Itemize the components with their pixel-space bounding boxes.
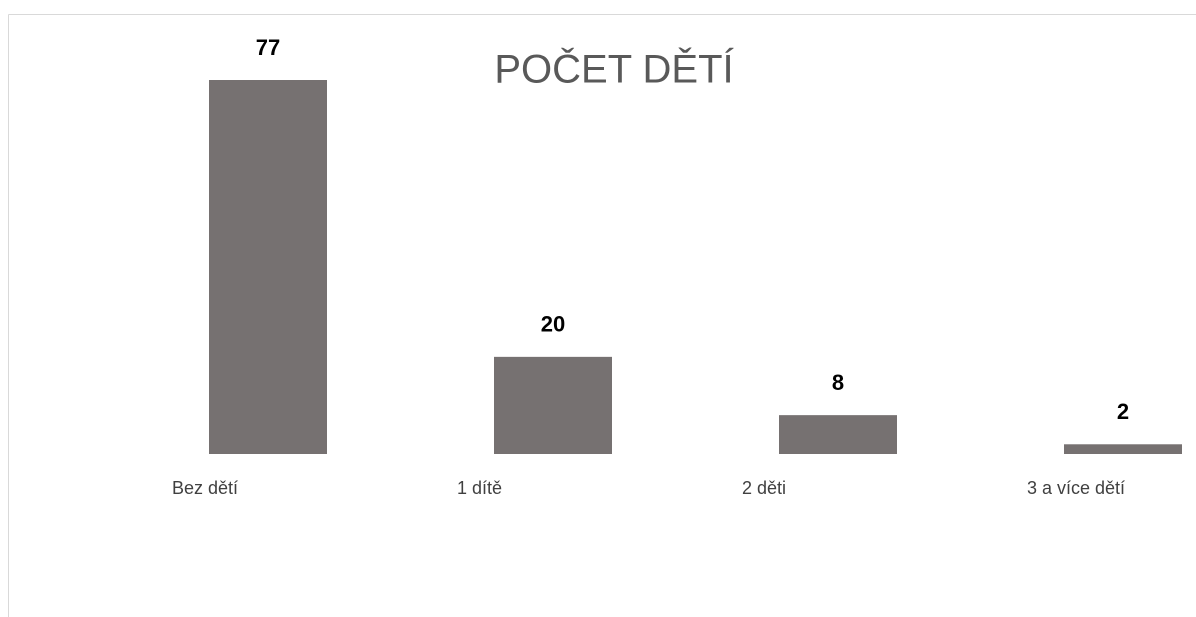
bar — [779, 415, 897, 454]
x-tick-label: Bez dětí — [172, 478, 238, 498]
data-label: 20 — [541, 312, 565, 337]
data-label: 8 — [832, 370, 844, 395]
bar — [494, 356, 612, 454]
bar — [209, 80, 327, 454]
bar — [1064, 444, 1182, 454]
x-tick-label: 2 děti — [742, 478, 786, 498]
x-tick-label: 1 dítě — [457, 478, 502, 498]
data-label: 2 — [1117, 399, 1129, 424]
x-tick-label: 3 a více dětí — [1027, 478, 1125, 498]
chart-title: POČET DĚTÍ — [494, 47, 734, 92]
data-label: 77 — [256, 35, 280, 60]
